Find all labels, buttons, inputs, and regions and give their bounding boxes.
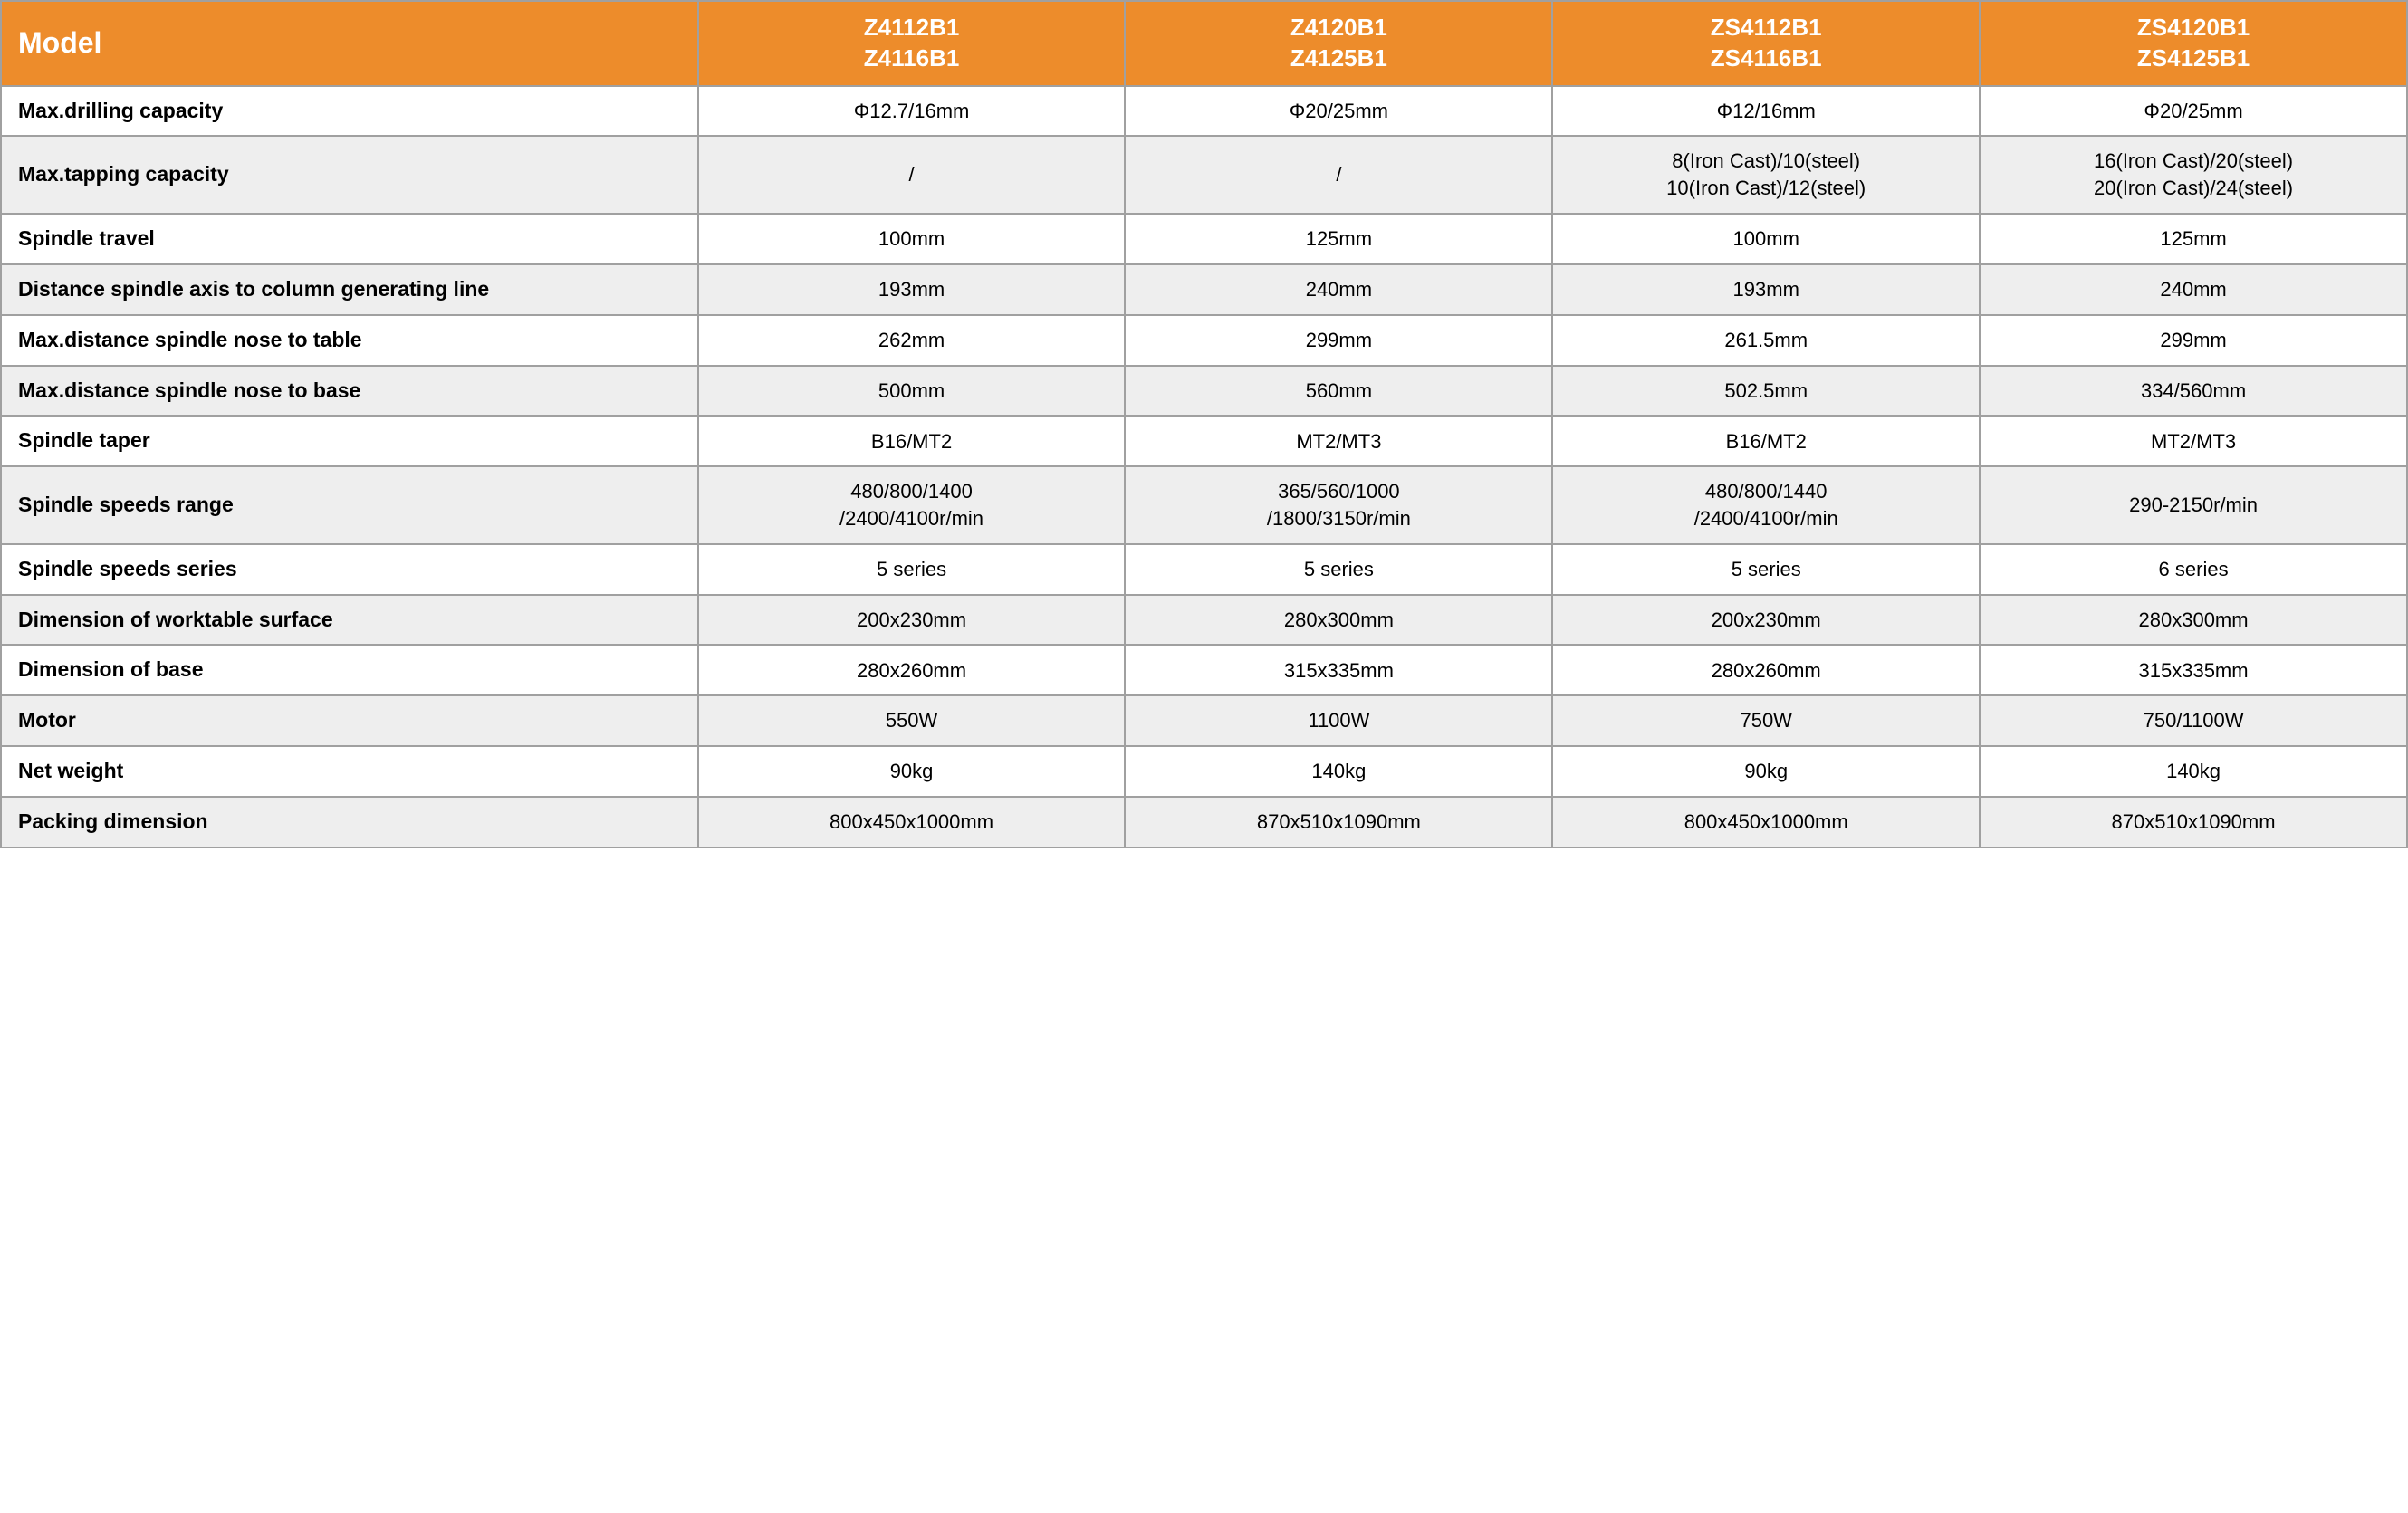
data-cell: 16(Iron Cast)/20(steel)20(Iron Cast)/24(… bbox=[1981, 137, 2406, 212]
data-cell: MT2/MT3 bbox=[1981, 417, 2406, 465]
data-cell: 750/1100W bbox=[1981, 696, 2406, 745]
data-cell: 280x300mm bbox=[1981, 596, 2406, 645]
spec-table: Model Z4112B1Z4116B1 Z4120B1Z4125B1 ZS41… bbox=[0, 0, 2408, 848]
data-cell: 6 series bbox=[1981, 545, 2406, 594]
table-row: Max.drilling capacityΦ12.7/16mmΦ20/25mmΦ… bbox=[2, 87, 2406, 136]
data-cell: 800x450x1000mm bbox=[1553, 798, 1979, 847]
row-label: Packing dimension bbox=[2, 798, 697, 847]
data-cell: 870x510x1090mm bbox=[1981, 798, 2406, 847]
data-cell: 125mm bbox=[1126, 215, 1551, 263]
column-header-1: Z4120B1Z4125B1 bbox=[1126, 2, 1551, 85]
data-cell: 1100W bbox=[1126, 696, 1551, 745]
row-label: Spindle speeds range bbox=[2, 467, 697, 542]
data-cell: 502.5mm bbox=[1553, 367, 1979, 416]
row-label: Dimension of worktable surface bbox=[2, 596, 697, 645]
data-cell: 5 series bbox=[1553, 545, 1979, 594]
data-cell: 500mm bbox=[699, 367, 1125, 416]
data-cell: 299mm bbox=[1981, 316, 2406, 365]
model-header-label: Model bbox=[2, 2, 697, 85]
data-cell: MT2/MT3 bbox=[1126, 417, 1551, 465]
data-cell: / bbox=[699, 137, 1125, 212]
row-label: Net weight bbox=[2, 747, 697, 796]
data-cell: 299mm bbox=[1126, 316, 1551, 365]
table-row: Motor550W1100W750W750/1100W bbox=[2, 696, 2406, 745]
data-cell: 5 series bbox=[1126, 545, 1551, 594]
data-cell: 334/560mm bbox=[1981, 367, 2406, 416]
table-row: Max.distance spindle nose to base500mm56… bbox=[2, 367, 2406, 416]
data-cell: 280x300mm bbox=[1126, 596, 1551, 645]
data-cell: B16/MT2 bbox=[1553, 417, 1979, 465]
data-cell: 560mm bbox=[1126, 367, 1551, 416]
data-cell: B16/MT2 bbox=[699, 417, 1125, 465]
data-cell: 262mm bbox=[699, 316, 1125, 365]
data-cell: 140kg bbox=[1126, 747, 1551, 796]
data-cell: 200x230mm bbox=[1553, 596, 1979, 645]
data-cell: 193mm bbox=[699, 265, 1125, 314]
header-row: Model Z4112B1Z4116B1 Z4120B1Z4125B1 ZS41… bbox=[2, 2, 2406, 85]
data-cell: 100mm bbox=[1553, 215, 1979, 263]
data-cell: Φ12.7/16mm bbox=[699, 87, 1125, 136]
table-row: Distance spindle axis to column generati… bbox=[2, 265, 2406, 314]
data-cell: 750W bbox=[1553, 696, 1979, 745]
data-cell: 550W bbox=[699, 696, 1125, 745]
data-cell: 240mm bbox=[1981, 265, 2406, 314]
data-cell: 193mm bbox=[1553, 265, 1979, 314]
row-label: Motor bbox=[2, 696, 697, 745]
table-row: Net weight90kg140kg90kg140kg bbox=[2, 747, 2406, 796]
data-cell: 870x510x1090mm bbox=[1126, 798, 1551, 847]
data-cell: Φ12/16mm bbox=[1553, 87, 1979, 136]
data-cell: 261.5mm bbox=[1553, 316, 1979, 365]
data-cell: 480/800/1440/2400/4100r/min bbox=[1553, 467, 1979, 542]
column-header-0: Z4112B1Z4116B1 bbox=[699, 2, 1125, 85]
data-cell: 5 series bbox=[699, 545, 1125, 594]
row-label: Max.distance spindle nose to table bbox=[2, 316, 697, 365]
data-cell: 200x230mm bbox=[699, 596, 1125, 645]
data-cell: 240mm bbox=[1126, 265, 1551, 314]
data-cell: 315x335mm bbox=[1981, 646, 2406, 694]
data-cell: 100mm bbox=[699, 215, 1125, 263]
table-row: Max.tapping capacity//8(Iron Cast)/10(st… bbox=[2, 137, 2406, 212]
row-label: Max.drilling capacity bbox=[2, 87, 697, 136]
table-row: Packing dimension800x450x1000mm870x510x1… bbox=[2, 798, 2406, 847]
row-label: Max.distance spindle nose to base bbox=[2, 367, 697, 416]
row-label: Distance spindle axis to column generati… bbox=[2, 265, 697, 314]
row-label: Spindle travel bbox=[2, 215, 697, 263]
data-cell: 140kg bbox=[1981, 747, 2406, 796]
data-cell: Φ20/25mm bbox=[1126, 87, 1551, 136]
data-cell: 280x260mm bbox=[699, 646, 1125, 694]
data-cell: 280x260mm bbox=[1553, 646, 1979, 694]
data-cell: 125mm bbox=[1981, 215, 2406, 263]
table-row: Spindle travel100mm125mm100mm125mm bbox=[2, 215, 2406, 263]
table-body: Max.drilling capacityΦ12.7/16mmΦ20/25mmΦ… bbox=[2, 87, 2406, 847]
data-cell: 90kg bbox=[699, 747, 1125, 796]
data-cell: / bbox=[1126, 137, 1551, 212]
table-row: Spindle taperB16/MT2MT2/MT3B16/MT2MT2/MT… bbox=[2, 417, 2406, 465]
column-header-3: ZS4120B1ZS4125B1 bbox=[1981, 2, 2406, 85]
data-cell: 800x450x1000mm bbox=[699, 798, 1125, 847]
data-cell: 90kg bbox=[1553, 747, 1979, 796]
row-label: Dimension of base bbox=[2, 646, 697, 694]
data-cell: Φ20/25mm bbox=[1981, 87, 2406, 136]
table-header: Model Z4112B1Z4116B1 Z4120B1Z4125B1 ZS41… bbox=[2, 2, 2406, 85]
table-row: Max.distance spindle nose to table262mm2… bbox=[2, 316, 2406, 365]
data-cell: 8(Iron Cast)/10(steel)10(Iron Cast)/12(s… bbox=[1553, 137, 1979, 212]
row-label: Spindle speeds series bbox=[2, 545, 697, 594]
row-label: Spindle taper bbox=[2, 417, 697, 465]
column-header-2: ZS4112B1ZS4116B1 bbox=[1553, 2, 1979, 85]
table-row: Dimension of base280x260mm315x335mm280x2… bbox=[2, 646, 2406, 694]
row-label: Max.tapping capacity bbox=[2, 137, 697, 212]
table-row: Spindle speeds range480/800/1400/2400/41… bbox=[2, 467, 2406, 542]
data-cell: 365/560/1000/1800/3150r/min bbox=[1126, 467, 1551, 542]
table-row: Dimension of worktable surface200x230mm2… bbox=[2, 596, 2406, 645]
table-row: Spindle speeds series5 series5 series5 s… bbox=[2, 545, 2406, 594]
data-cell: 315x335mm bbox=[1126, 646, 1551, 694]
data-cell: 480/800/1400/2400/4100r/min bbox=[699, 467, 1125, 542]
data-cell: 290-2150r/min bbox=[1981, 467, 2406, 542]
